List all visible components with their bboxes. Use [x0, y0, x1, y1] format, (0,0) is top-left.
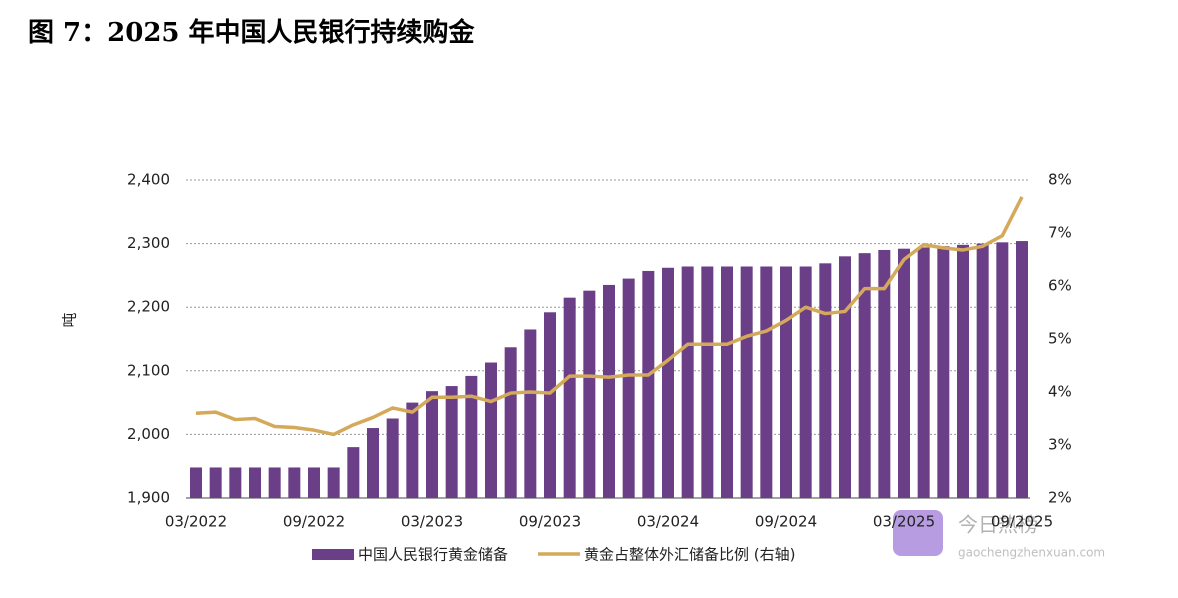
y-tick-label: 2,000 — [127, 425, 170, 443]
plot — [186, 179, 1030, 499]
bar — [229, 467, 242, 498]
y-tick-label: 1,900 — [127, 489, 170, 507]
bar — [386, 418, 399, 498]
bar — [681, 266, 694, 498]
bar — [799, 266, 812, 498]
bar — [701, 266, 714, 498]
x-tick-label: 09/2025 — [991, 513, 1053, 531]
x-tick-label: 03/2024 — [637, 513, 699, 531]
x-tick-label: 09/2022 — [283, 513, 345, 531]
bar — [445, 386, 458, 498]
bar — [465, 375, 478, 498]
bar — [839, 256, 851, 498]
bar — [760, 266, 773, 498]
legend-swatch — [312, 549, 354, 560]
bar — [721, 266, 733, 498]
y2-tick-label: 7% — [1048, 224, 1072, 242]
bar — [878, 249, 891, 498]
x-tick-label: 09/2024 — [755, 513, 817, 531]
bar — [249, 467, 261, 498]
bar — [976, 243, 989, 498]
y2-tick-label: 2% — [1048, 489, 1072, 507]
watermark-icon — [893, 510, 943, 556]
bar — [858, 253, 871, 498]
bar — [819, 263, 832, 498]
chart-title: 图 7：2025 年中国人民银行持续购金 — [28, 17, 476, 48]
watermark-title: 今日热榜 — [958, 513, 1038, 537]
x-tick-label: 03/2025 — [873, 513, 935, 531]
bar — [347, 447, 360, 498]
x-tick-label: 03/2022 — [165, 513, 227, 531]
x-tick-label: 03/2023 — [401, 513, 463, 531]
y2-tick-label: 4% — [1048, 383, 1072, 401]
bar — [603, 284, 615, 498]
y2-tick-label: 3% — [1048, 436, 1072, 454]
y2-tick-label: 6% — [1048, 277, 1072, 295]
bar — [426, 391, 438, 498]
bar — [268, 467, 281, 498]
bar — [898, 248, 910, 498]
bar — [563, 297, 576, 498]
bar — [957, 244, 969, 498]
bar — [780, 266, 792, 498]
watermark: 今日热榜 gaochengzhenxuan.com — [893, 510, 1105, 560]
bar — [622, 278, 635, 498]
bar — [367, 428, 379, 498]
y-axis-label: 吨 — [61, 312, 79, 327]
bar — [996, 242, 1009, 498]
bar — [583, 290, 596, 498]
y-tick-label: 2,200 — [127, 298, 170, 316]
y2-tick-label: 5% — [1048, 330, 1072, 348]
bar — [524, 329, 537, 498]
bar — [308, 467, 320, 498]
bar — [917, 247, 930, 498]
y-tick-label: 2,300 — [127, 234, 170, 252]
bar — [662, 267, 674, 498]
bar — [406, 402, 419, 498]
bar — [288, 467, 301, 498]
line — [195, 196, 1024, 437]
bar — [190, 467, 202, 498]
bar — [937, 246, 950, 498]
bar — [209, 467, 222, 498]
bar — [1016, 241, 1028, 498]
bar — [740, 266, 753, 498]
y2-tick-label: 8% — [1048, 171, 1072, 189]
bar — [544, 312, 556, 498]
watermark-url: gaochengzhenxuan.com — [958, 546, 1105, 560]
x-tick-label: 09/2023 — [519, 513, 581, 531]
bar — [642, 270, 655, 498]
y-tick-label: 2,100 — [127, 361, 170, 379]
legend-label: 黄金占整体外汇储备比例 (右轴) — [584, 546, 795, 564]
bar — [327, 467, 340, 498]
y-tick-label: 2,400 — [127, 171, 170, 189]
bar — [485, 362, 497, 498]
legend-label: 中国人民银行黄金储备 — [358, 546, 508, 564]
bar — [504, 347, 517, 498]
